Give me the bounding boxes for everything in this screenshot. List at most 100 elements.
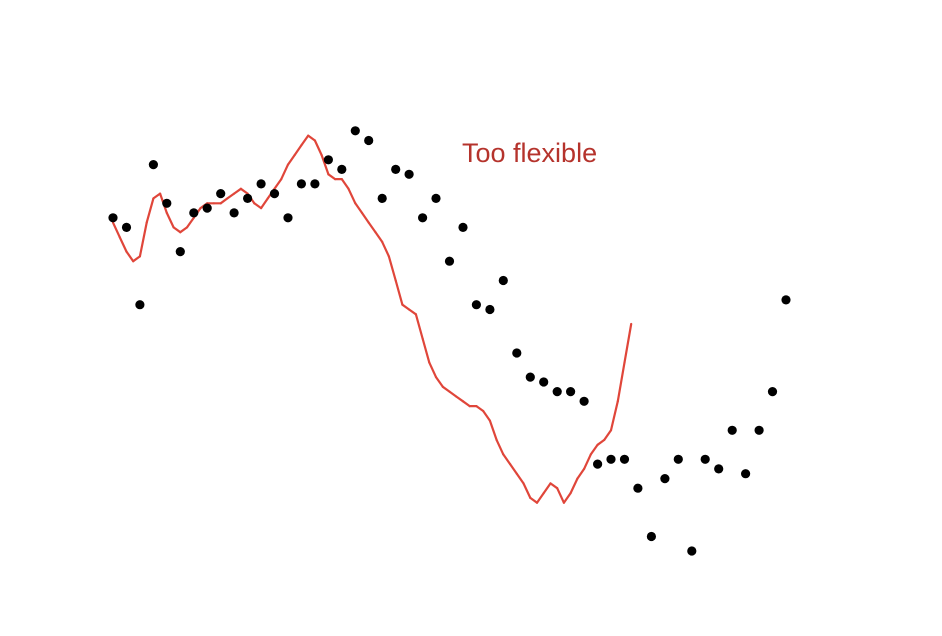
- fit-line-segment: [145, 197, 155, 224]
- fit-line-segment: [556, 487, 566, 504]
- fit-line-segment: [185, 216, 195, 229]
- fit-line-segment: [441, 385, 451, 393]
- data-point: [458, 222, 468, 232]
- data-point: [229, 208, 239, 218]
- data-point: [364, 135, 374, 146]
- data-point: [310, 179, 320, 189]
- data-point: [444, 256, 455, 266]
- fit-line-segment: [239, 187, 249, 195]
- data-point: [243, 193, 253, 203]
- data-point: [175, 247, 185, 257]
- data-point: [350, 126, 360, 136]
- data-point: [404, 169, 414, 179]
- fit-line-segment: [253, 202, 263, 210]
- fit-line-segment: [111, 221, 121, 239]
- data-point: [619, 454, 630, 464]
- data-point: [337, 164, 347, 174]
- data-point: [148, 160, 158, 170]
- fit-line-segment: [125, 250, 135, 263]
- fit-line-segment: [623, 322, 633, 364]
- data-point: [269, 189, 280, 199]
- data-point: [687, 546, 697, 556]
- data-point: [714, 464, 724, 474]
- data-point: [727, 425, 737, 435]
- data-point: [539, 377, 549, 387]
- fit-line-segment: [529, 496, 539, 504]
- fit-line-segment: [387, 255, 397, 282]
- fit-line-segment: [118, 236, 128, 253]
- data-point: [256, 179, 266, 189]
- fit-line-segment: [495, 438, 505, 456]
- fit-line-segment: [226, 192, 236, 200]
- data-point: [673, 454, 683, 464]
- fit-line-segment: [421, 337, 431, 364]
- fit-line-segment: [542, 482, 552, 495]
- fit-line-segment: [401, 303, 411, 311]
- fit-line-segment: [293, 144, 303, 157]
- fit-line-segment: [488, 419, 498, 441]
- data-point: [781, 295, 791, 305]
- data-point: [121, 222, 132, 232]
- fit-line-segment: [320, 153, 330, 176]
- data-point: [579, 396, 589, 406]
- fit-line-segment: [307, 134, 316, 142]
- fit-line-segment: [482, 409, 491, 422]
- data-point: [633, 483, 643, 493]
- fit-line-segment: [448, 390, 458, 398]
- data-point: [135, 300, 145, 310]
- fit-line-segment: [313, 139, 323, 157]
- fit-line-segment: [360, 211, 370, 224]
- data-point: [485, 304, 495, 315]
- data-point: [700, 454, 710, 464]
- data-point: [646, 531, 657, 542]
- fit-line-segment: [340, 178, 350, 190]
- fit-line-segment: [609, 400, 619, 432]
- data-point: [552, 387, 562, 397]
- fit-line-segment: [603, 429, 613, 441]
- fit-line-segment: [367, 221, 377, 234]
- data-point: [593, 459, 603, 469]
- data-point: [202, 203, 212, 213]
- data-point: [216, 189, 226, 199]
- data-point: [391, 164, 401, 174]
- fit-line-segment: [549, 482, 559, 490]
- fit-line-segment: [374, 231, 384, 243]
- data-point: [754, 425, 764, 435]
- fit-line-segment: [394, 279, 404, 306]
- data-point: [162, 198, 172, 208]
- fit-line-segment: [455, 395, 465, 403]
- fit-line-segment: [408, 308, 417, 316]
- fit-line-segment: [522, 482, 532, 499]
- data-point: [431, 193, 441, 203]
- fit-line-segment: [280, 163, 290, 181]
- fit-line-segment: [273, 178, 283, 190]
- data-point: [525, 372, 535, 382]
- fit-line-segment: [502, 453, 512, 466]
- data-point: [323, 155, 333, 165]
- data-point: [377, 193, 387, 203]
- fit-line-segment: [152, 192, 162, 200]
- data-point: [471, 300, 481, 310]
- fit-line-segment: [132, 255, 141, 263]
- data-point: [606, 454, 616, 464]
- fit-line-segment: [138, 221, 148, 258]
- fit-line-segment: [381, 240, 390, 258]
- fit-line-segment: [428, 361, 438, 379]
- fit-line-segment: [569, 477, 579, 495]
- data-point: [512, 348, 522, 358]
- fit-line-segment: [354, 202, 364, 214]
- fit-line-segment: [582, 453, 592, 470]
- data-point: [660, 474, 670, 484]
- fit-line-segment: [596, 438, 606, 446]
- fit-line-segment: [286, 153, 296, 166]
- data-point: [283, 213, 293, 223]
- data-point: [189, 208, 199, 218]
- fit-line-segment: [509, 463, 518, 475]
- fit-line-segment: [233, 187, 242, 195]
- data-point: [566, 387, 576, 397]
- fit-line-segment: [576, 467, 586, 480]
- fit-line-segment: [165, 211, 175, 229]
- fit-line-segment: [535, 492, 545, 504]
- fit-line-segment: [616, 361, 626, 403]
